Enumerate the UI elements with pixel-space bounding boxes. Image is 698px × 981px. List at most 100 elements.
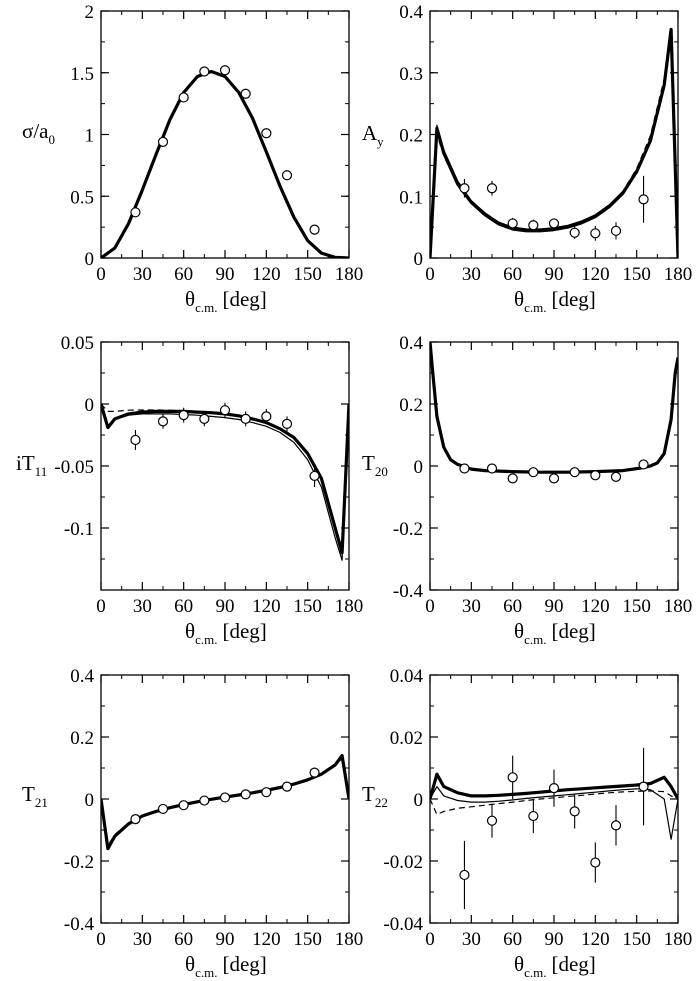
y-tick-label: 2: [85, 2, 95, 23]
series-dashed-curve: [430, 342, 678, 473]
x-axis-unit: [deg]: [222, 619, 266, 643]
data-point: [507, 772, 518, 783]
y-tick-label: 0: [85, 790, 95, 811]
data-point: [309, 470, 320, 482]
data-point: [610, 225, 622, 236]
data-point: [240, 789, 251, 800]
y-tick-label: 0.4: [70, 666, 94, 687]
x-tick-label: 0: [425, 929, 435, 950]
data-point: [309, 224, 320, 235]
x-axis-symbol: θ: [514, 287, 524, 311]
data-point: [199, 413, 210, 424]
x-axis-unit: [deg]: [222, 287, 266, 311]
data-point: [240, 413, 251, 424]
x-tick-label: 180: [335, 264, 364, 285]
y-axis-label: Ay: [362, 121, 384, 149]
data-point: [528, 220, 539, 231]
panel-2: 0 30 60 90 120 150 180 0 0.1 0.2 0.3 0.4 θc.m. [deg] A…: [362, 2, 692, 315]
y-tick-label: 0: [85, 249, 95, 270]
x-tick-label: 0: [96, 264, 106, 285]
data-point: [178, 92, 189, 103]
x-tick-label: 180: [664, 596, 693, 617]
y-tick-label: 0.04: [390, 666, 424, 687]
x-tick-label: 150: [622, 264, 651, 285]
x-tick-label: 60: [503, 929, 522, 950]
x-tick-label: 120: [252, 264, 281, 285]
y-axis-symbol: σ/a: [22, 119, 49, 143]
y-tick-label: 0.02: [390, 728, 423, 749]
data-point: [548, 218, 560, 229]
data-point: [459, 183, 470, 194]
y-axis-symbol: T: [22, 782, 35, 806]
y-tick-label: -0.4: [393, 581, 424, 602]
x-tick-label: 60: [174, 929, 193, 950]
series-dashed-curve: [101, 403, 349, 551]
panel-3: 0 30 60 90 120 150 180 -0.1 -0.05 0 0.05 θc.m. [deg]…: [16, 333, 363, 647]
data-point: [219, 792, 231, 803]
x-tick-label: 0: [96, 929, 106, 950]
x-axis-label: θc.m. [deg]: [185, 287, 267, 315]
data-point: [157, 136, 169, 148]
x-tick-label: 0: [425, 264, 435, 285]
series-thick-curve: [430, 342, 678, 474]
x-tick-label: 120: [581, 929, 610, 950]
x-axis-symbol: θ: [185, 952, 195, 976]
x-tick-label: 180: [664, 929, 693, 950]
x-axis-unit: [deg]: [551, 952, 595, 976]
y-tick-label: 0.1: [399, 187, 423, 208]
x-tick-label: 120: [252, 596, 281, 617]
x-axis-subscript: c.m.: [195, 300, 217, 315]
y-axis-symbol: iT: [16, 451, 35, 475]
data-point: [199, 66, 210, 77]
y-axis-label: T22: [362, 782, 388, 810]
y-tick-label: 1.5: [70, 64, 94, 85]
y-axis-subscript: 20: [375, 464, 388, 479]
y-tick-label: -0.1: [64, 519, 94, 540]
x-tick-label: 120: [581, 596, 610, 617]
data-point: [569, 227, 580, 238]
panel-6: 0 30 60 90 120 150 180 -0.04 -0.02 0 0.02 0.04 θc.m.…: [362, 666, 692, 980]
data-point: [130, 434, 141, 446]
data-point: [569, 467, 580, 478]
x-axis-unit: [deg]: [222, 952, 266, 976]
x-tick-label: 120: [581, 264, 610, 285]
x-axis-subscript: c.m.: [524, 632, 546, 647]
y-axis-subscript: 11: [35, 464, 48, 479]
x-axis-label: θc.m. [deg]: [185, 619, 267, 647]
data-point: [219, 405, 231, 416]
x-tick-label: 150: [293, 929, 322, 950]
data-point: [157, 416, 169, 427]
y-axis-label: iT11: [16, 451, 47, 479]
x-axis-subscript: c.m.: [195, 965, 217, 980]
y-tick-label: 0.3: [399, 64, 423, 85]
x-axis-unit: [deg]: [551, 619, 595, 643]
y-axis-label: T20: [362, 451, 388, 479]
data-point: [548, 783, 560, 794]
data-point: [199, 795, 210, 806]
y-tick-label: 0.4: [399, 333, 423, 354]
data-point: [528, 467, 539, 478]
y-tick-label: 0: [414, 249, 424, 270]
y-tick-label: -0.2: [393, 519, 423, 540]
x-tick-label: 120: [252, 929, 281, 950]
x-axis-symbol: θ: [514, 619, 524, 643]
data-point: [569, 806, 580, 817]
x-axis-label: θc.m. [deg]: [514, 287, 596, 315]
x-tick-label: 30: [462, 596, 481, 617]
y-axis-label: σ/a0: [22, 119, 55, 147]
data-point: [548, 473, 560, 484]
x-tick-label: 60: [174, 596, 193, 617]
data-point: [638, 194, 649, 205]
y-axis-label: T21: [22, 782, 48, 810]
series-thin-curve: [430, 342, 678, 473]
curves: [101, 403, 349, 561]
data-point: [638, 459, 649, 470]
x-tick-label: 180: [664, 264, 693, 285]
panel-4: 0 30 60 90 120 150 180 -0.4 -0.2 0 0.2 0.4 θc.m. [deg…: [362, 333, 692, 647]
series-thin-curve: [101, 403, 349, 561]
x-axis-unit: [deg]: [551, 287, 595, 311]
data-point: [590, 857, 601, 868]
y-tick-label: 0.05: [61, 333, 94, 354]
x-tick-label: 90: [216, 264, 235, 285]
